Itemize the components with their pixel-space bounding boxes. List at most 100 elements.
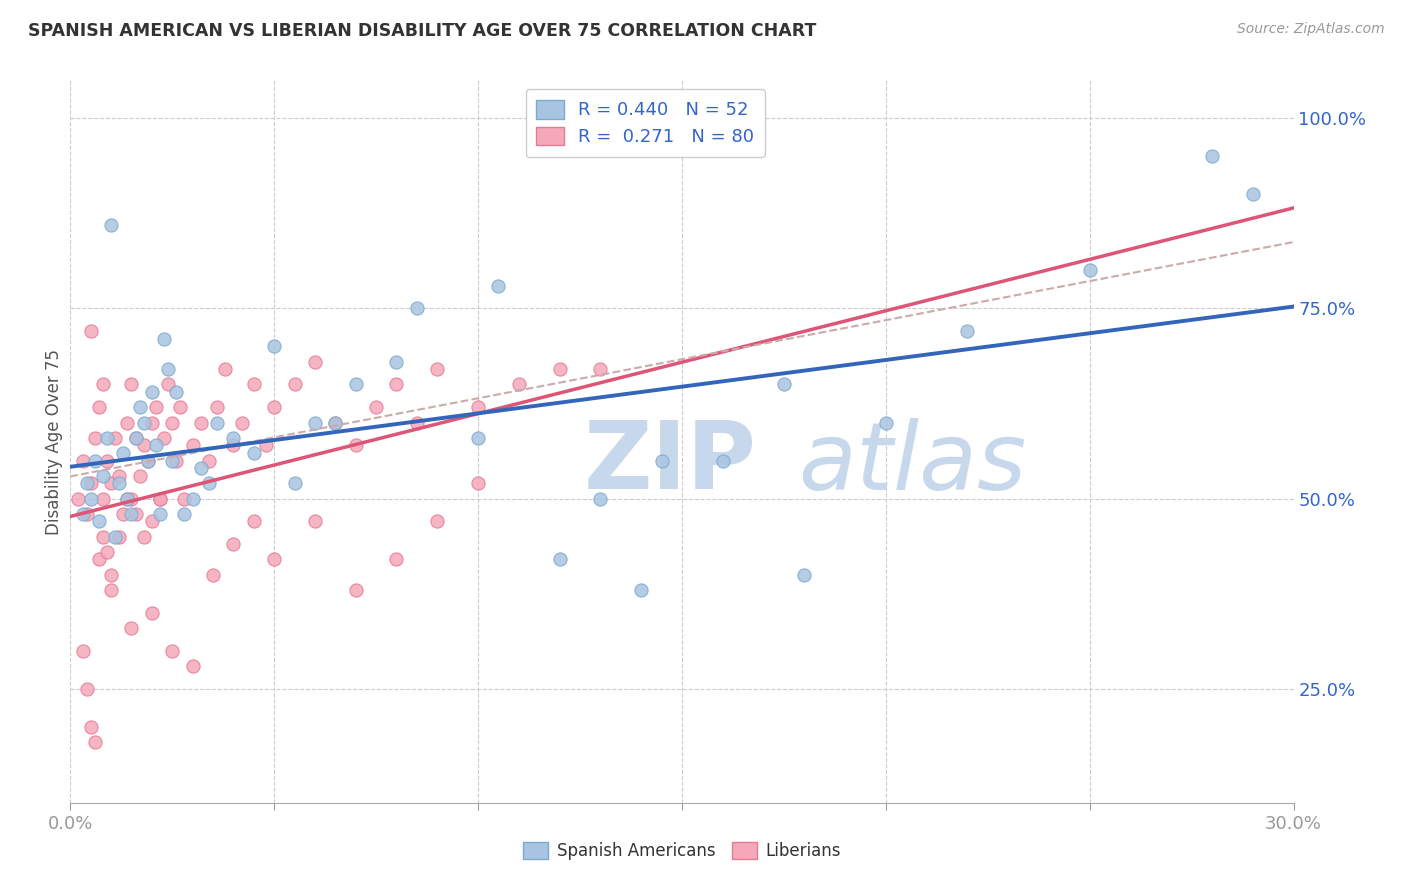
Point	[190, 461, 212, 475]
Point	[263, 401, 285, 415]
Text: SPANISH AMERICAN VS LIBERIAN DISABILITY AGE OVER 75 CORRELATION CHART: SPANISH AMERICAN VS LIBERIAN DISABILITY …	[28, 22, 817, 40]
Point	[284, 476, 307, 491]
Point	[121, 377, 143, 392]
Point	[100, 567, 122, 582]
Point	[108, 468, 131, 483]
Point	[149, 491, 172, 506]
Point	[162, 416, 183, 430]
Point	[165, 385, 187, 400]
Point	[104, 530, 127, 544]
Point	[165, 453, 187, 467]
Point	[108, 476, 131, 491]
Point	[132, 416, 155, 430]
Point	[76, 681, 98, 696]
Point	[467, 476, 489, 491]
Point	[323, 416, 347, 430]
Point	[87, 552, 110, 566]
Point	[467, 431, 489, 445]
Point	[136, 453, 159, 467]
Point	[79, 491, 103, 506]
Point	[100, 582, 122, 597]
Point	[231, 416, 253, 430]
Point	[344, 582, 367, 597]
Point	[304, 416, 326, 430]
Point	[243, 377, 266, 392]
Point	[263, 552, 285, 566]
Point	[128, 401, 150, 415]
Point	[263, 339, 285, 353]
Point	[162, 643, 183, 657]
Point	[254, 438, 277, 452]
Point	[406, 301, 429, 316]
Point	[243, 515, 266, 529]
Point	[1241, 187, 1264, 202]
Point	[202, 567, 225, 582]
Point	[83, 735, 105, 749]
Point	[76, 507, 98, 521]
Point	[79, 720, 103, 734]
Point	[100, 218, 122, 232]
Point	[589, 491, 612, 506]
Point	[83, 453, 105, 467]
Point	[72, 507, 94, 521]
Point	[124, 507, 146, 521]
Point	[181, 438, 204, 452]
Point	[467, 401, 489, 415]
Point	[508, 377, 530, 392]
Legend: Spanish Americans, Liberians: Spanish Americans, Liberians	[516, 835, 848, 867]
Point	[100, 476, 122, 491]
Point	[323, 416, 347, 430]
Point	[426, 515, 449, 529]
Point	[548, 552, 571, 566]
Y-axis label: Disability Age Over 75: Disability Age Over 75	[45, 349, 63, 534]
Point	[132, 530, 155, 544]
Point	[304, 354, 326, 368]
Point	[72, 453, 94, 467]
Point	[117, 416, 139, 430]
Point	[72, 643, 94, 657]
Point	[956, 324, 979, 338]
Point	[304, 515, 326, 529]
Point	[198, 476, 221, 491]
Point	[366, 401, 388, 415]
Point	[284, 377, 307, 392]
Point	[205, 401, 228, 415]
Point	[214, 362, 236, 376]
Point	[149, 491, 172, 506]
Point	[157, 377, 180, 392]
Point	[793, 567, 815, 582]
Point	[173, 491, 195, 506]
Point	[153, 431, 176, 445]
Point	[181, 491, 204, 506]
Point	[79, 324, 103, 338]
Point	[108, 530, 131, 544]
Point	[344, 377, 367, 392]
Point	[121, 621, 143, 635]
Point	[153, 332, 176, 346]
Point	[711, 453, 734, 467]
Point	[91, 530, 114, 544]
Point	[136, 453, 159, 467]
Point	[67, 491, 90, 506]
Point	[222, 438, 245, 452]
Point	[145, 401, 167, 415]
Text: ZIP: ZIP	[583, 417, 756, 509]
Point	[162, 453, 183, 467]
Point	[243, 446, 266, 460]
Point	[1078, 263, 1101, 277]
Point	[87, 515, 110, 529]
Point	[650, 453, 672, 467]
Point	[630, 582, 652, 597]
Point	[406, 416, 429, 430]
Text: Source: ZipAtlas.com: Source: ZipAtlas.com	[1237, 22, 1385, 37]
Point	[112, 507, 135, 521]
Point	[385, 552, 408, 566]
Point	[222, 431, 245, 445]
Point	[104, 431, 127, 445]
Point	[205, 416, 228, 430]
Point	[117, 491, 139, 506]
Point	[426, 362, 449, 376]
Point	[773, 377, 796, 392]
Point	[141, 606, 163, 620]
Point	[385, 354, 408, 368]
